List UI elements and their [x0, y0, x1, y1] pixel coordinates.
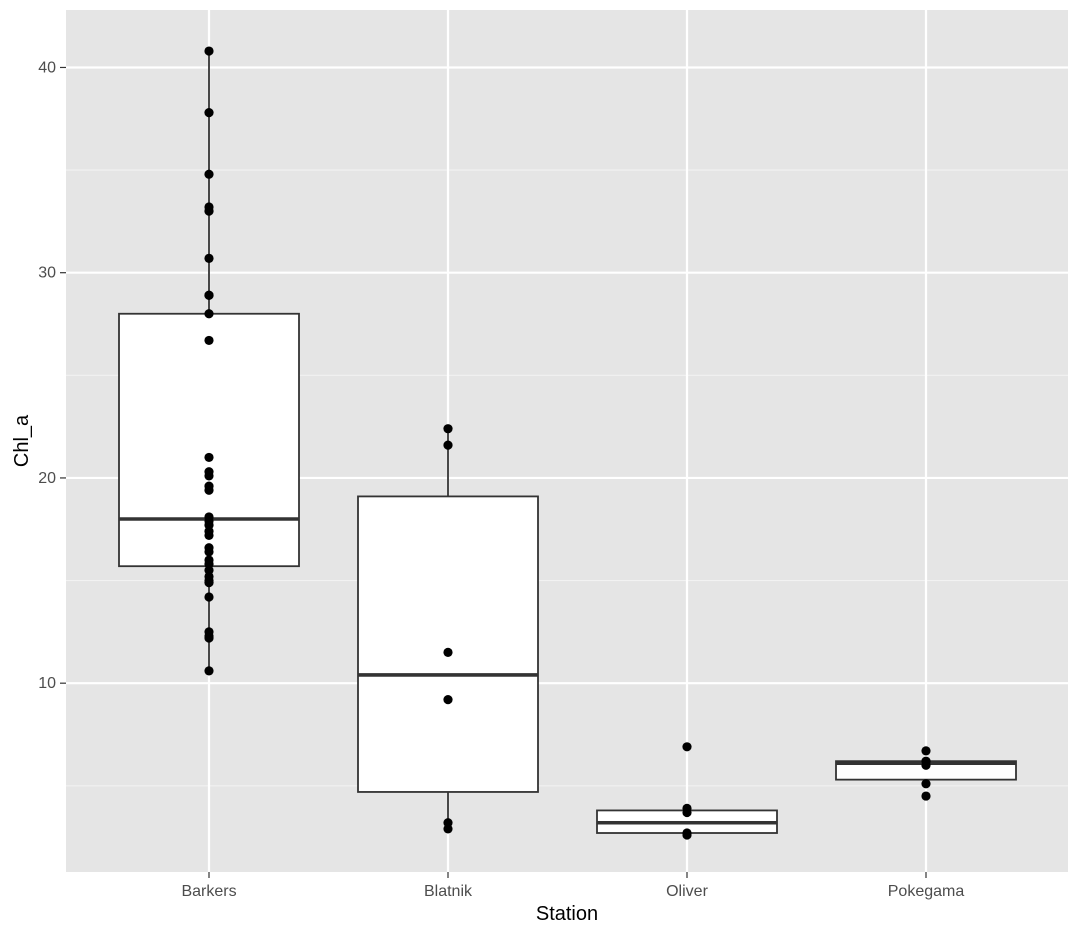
x-tick-label: Barkers [181, 883, 236, 900]
y-tick-label: 10 [38, 675, 56, 692]
y-tick-label: 40 [38, 59, 56, 76]
point-blatnik [443, 440, 453, 450]
y-axis: 10 20 30 40 [38, 59, 66, 692]
point-barkers [204, 530, 214, 541]
point-pokegama [921, 779, 931, 789]
x-axis: Barkers Blatnik Oliver Pokegama [181, 872, 964, 900]
data-points [204, 46, 931, 840]
point-barkers [204, 169, 214, 179]
point-barkers [204, 206, 214, 216]
point-oliver [682, 830, 692, 840]
point-barkers [204, 485, 214, 495]
x-tick-label: Oliver [666, 883, 708, 900]
box-blatnik [357, 428, 539, 829]
point-pokegama [921, 746, 931, 756]
point-blatnik [443, 424, 453, 434]
x-axis-title: Station [536, 903, 598, 925]
point-barkers [204, 108, 214, 118]
y-tick-label: 20 [38, 470, 56, 487]
point-barkers [204, 253, 214, 263]
point-barkers [204, 290, 214, 300]
point-barkers [204, 666, 214, 676]
boxes [118, 51, 1017, 836]
point-oliver [682, 807, 692, 818]
point-pokegama [921, 791, 931, 801]
point-barkers [204, 452, 214, 463]
x-tick-label: Pokegama [888, 883, 965, 900]
point-barkers [204, 547, 214, 557]
y-tick-label: 30 [38, 265, 56, 282]
point-barkers [204, 471, 214, 481]
point-pokegama [921, 760, 931, 770]
point-blatnik [443, 695, 453, 705]
y-axis-title: Chl_a [11, 414, 33, 467]
point-barkers [204, 578, 214, 588]
point-barkers [204, 309, 214, 319]
point-blatnik [443, 647, 453, 657]
point-barkers [204, 592, 214, 602]
point-oliver [682, 742, 692, 752]
point-barkers [204, 335, 214, 346]
point-barkers [204, 633, 214, 643]
point-blatnik [443, 824, 453, 834]
x-tick-label: Blatnik [424, 883, 473, 900]
box-body [357, 495, 539, 793]
point-barkers [204, 46, 214, 56]
